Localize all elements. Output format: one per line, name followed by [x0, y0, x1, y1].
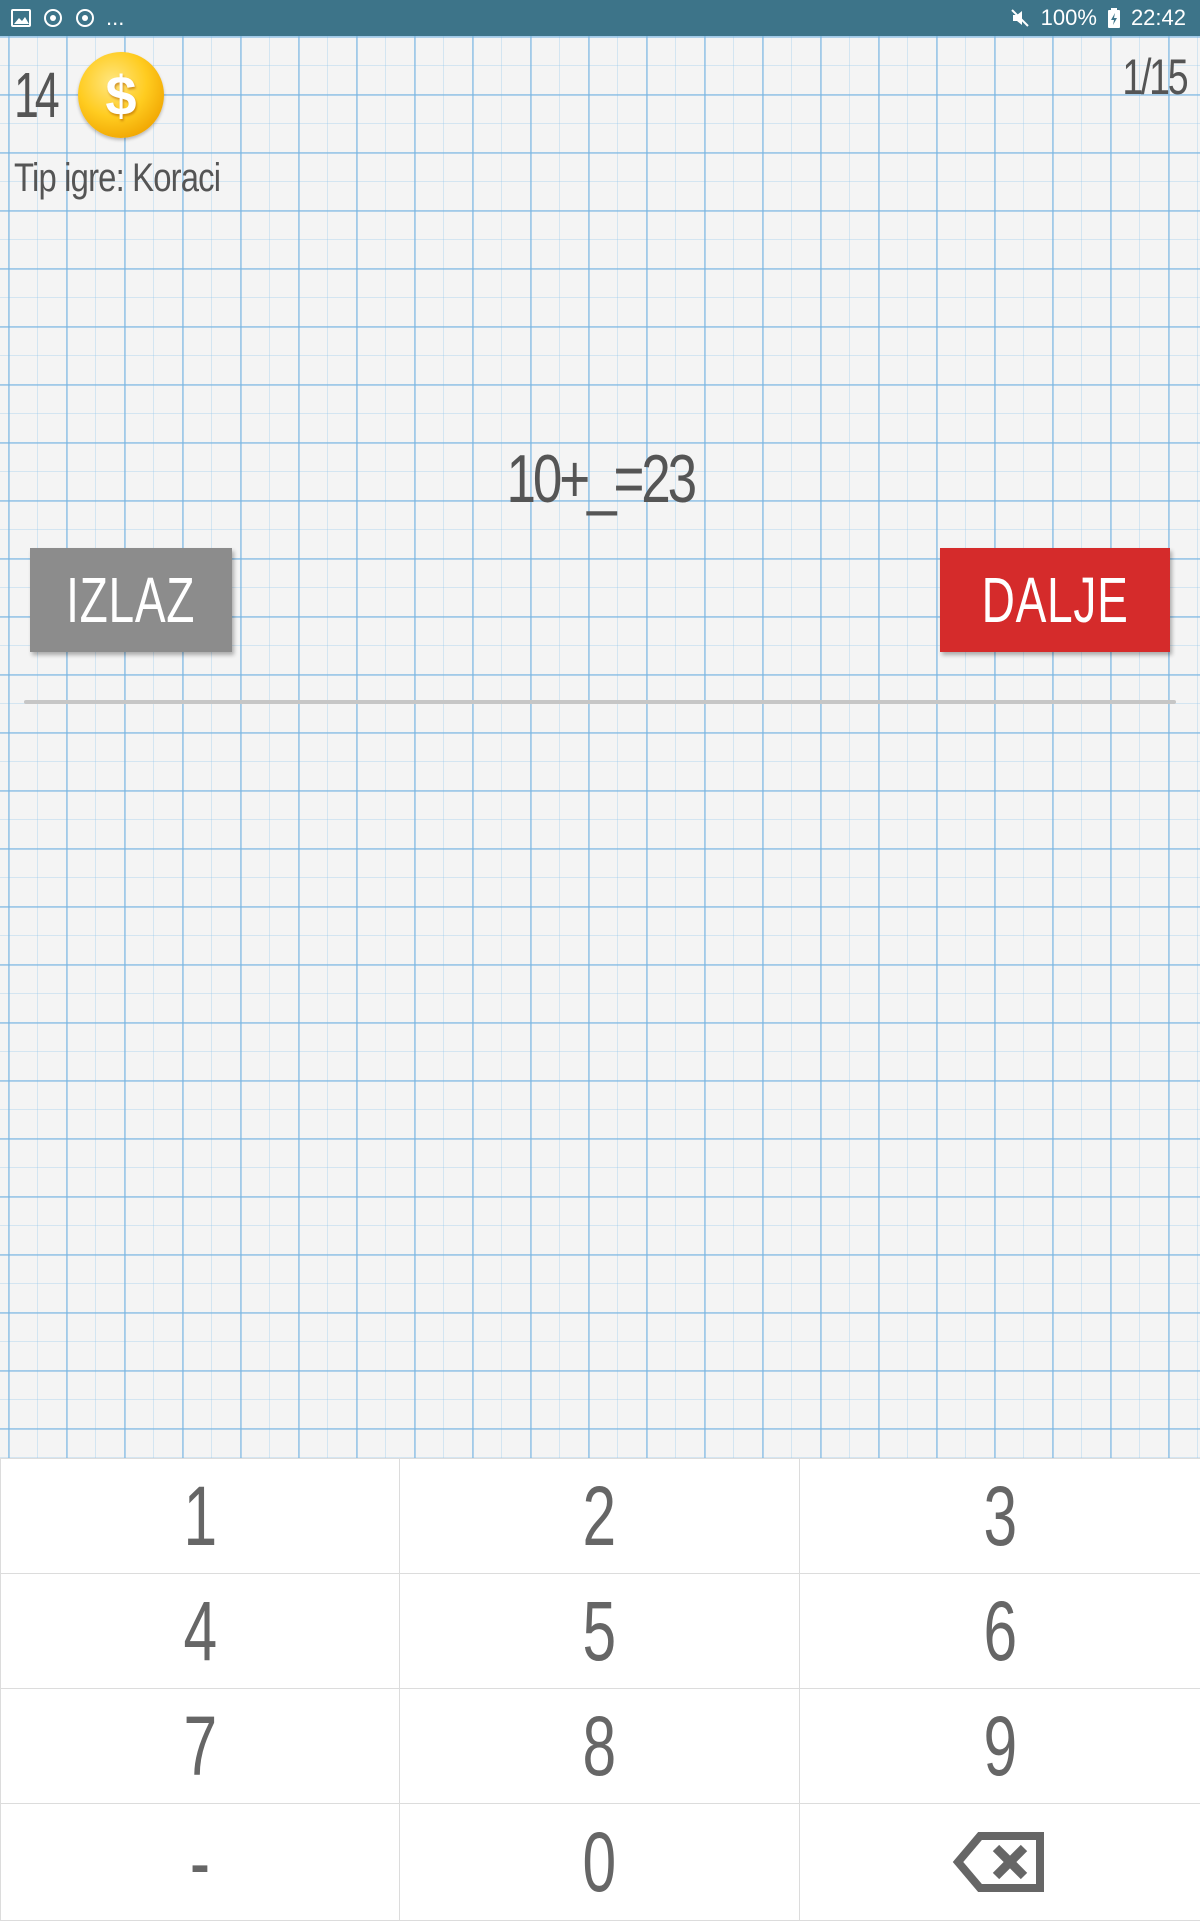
coin-count: 14: [14, 59, 60, 131]
key-label: 4: [183, 1583, 217, 1678]
clock: 22:42: [1130, 5, 1186, 30]
key-label: 1: [183, 1468, 217, 1563]
exit-button[interactable]: IZLAZ: [30, 548, 232, 652]
key-minus[interactable]: -: [0, 1804, 400, 1921]
status-bar-left: ...: [10, 5, 124, 31]
key-3[interactable]: 3: [800, 1459, 1200, 1574]
key-label: 7: [183, 1698, 217, 1793]
key-2[interactable]: 2: [400, 1459, 800, 1574]
backspace-icon: [952, 1832, 1044, 1892]
key-label: 6: [983, 1583, 1017, 1678]
key-9[interactable]: 9: [800, 1689, 1200, 1804]
key-label: 2: [582, 1468, 617, 1563]
next-button[interactable]: DALJE: [940, 548, 1170, 652]
battery-percentage: 100%: [1040, 5, 1097, 30]
status-bar: ... 100% 22:42: [0, 0, 1200, 36]
coin-counter: 14 $: [14, 52, 164, 138]
numeric-keypad: 1 2 3 4 5 6 7 8 9 - 0: [0, 1458, 1200, 1921]
divider: [24, 700, 1176, 704]
key-label: 0: [582, 1814, 617, 1909]
sync-icon: [76, 9, 94, 27]
key-label: -: [189, 1814, 211, 1909]
status-bar-right: 100% 22:42: [1009, 5, 1186, 31]
coin-icon: $: [78, 52, 164, 138]
notifications-more: ...: [106, 5, 125, 30]
key-label: 9: [983, 1698, 1017, 1793]
equation-display: 10+_=23: [0, 440, 1200, 518]
mute-icon: [1010, 9, 1029, 27]
key-0[interactable]: 0: [400, 1804, 800, 1921]
key-label: 8: [582, 1698, 617, 1793]
question-progress: 1/15: [1122, 49, 1188, 105]
dollar-symbol: $: [105, 63, 137, 127]
backspace-key[interactable]: [800, 1804, 1200, 1921]
next-button-label: DALJE: [981, 564, 1129, 636]
key-5[interactable]: 5: [400, 1574, 800, 1689]
key-6[interactable]: 6: [800, 1574, 1200, 1689]
key-8[interactable]: 8: [400, 1689, 800, 1804]
equation-text: 10+_=23: [506, 441, 697, 517]
sync-icon: [44, 9, 62, 27]
game-type-label: Tip igre: Koraci: [14, 156, 221, 200]
key-7[interactable]: 7: [0, 1689, 400, 1804]
key-label: 3: [983, 1468, 1017, 1563]
key-label: 5: [582, 1583, 617, 1678]
key-1[interactable]: 1: [0, 1459, 400, 1574]
exit-button-label: IZLAZ: [66, 564, 196, 636]
image-icon: [11, 9, 31, 27]
key-4[interactable]: 4: [0, 1574, 400, 1689]
battery-charging-icon: [1107, 8, 1120, 28]
